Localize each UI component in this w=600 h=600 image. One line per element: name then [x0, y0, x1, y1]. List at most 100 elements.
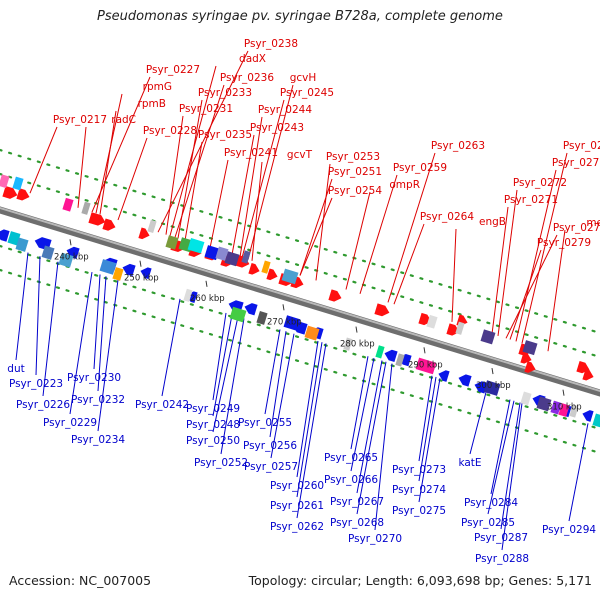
gene-label-reverse: Psyr_0229: [43, 417, 97, 429]
leader-line-reverse-20: [418, 376, 437, 482]
gene-label-forward: Psyr_0227: [146, 64, 200, 76]
gene-feature-reverse-5: [140, 267, 152, 280]
gene-feature-reverse-14: [438, 370, 450, 382]
gene-label-reverse: Psyr_0268: [330, 517, 384, 529]
gene-box-27: [395, 353, 405, 367]
leader-line-forward-18: [209, 159, 229, 249]
ruler-tick-mark: [355, 326, 358, 333]
gene-label-forward: engB: [479, 216, 506, 228]
ruler-tick-label: 300 kbp: [476, 381, 511, 391]
gene-label-forward: Psyr_0228: [143, 125, 197, 137]
leader-line-reverse-9: [264, 329, 281, 415]
leader-line-forward-4: [174, 84, 225, 238]
gene-label-reverse: Psyr_0250: [186, 435, 240, 447]
leader-line-reverse-14: [270, 333, 295, 459]
gene-label-forward: Psyr_0235: [198, 129, 252, 141]
leader-line-forward-27: [491, 206, 509, 335]
leader-line-forward-22: [359, 174, 398, 294]
gene-label-forward: gcvH: [290, 72, 317, 84]
gene-label-forward: ompR: [389, 179, 420, 191]
leader-line-reverse-15: [350, 356, 369, 450]
gene-feature-forward-20: [520, 351, 532, 364]
ruler-tick-mark: [205, 280, 208, 287]
gene-box-36: [550, 400, 562, 415]
leader-line-forward-25: [497, 189, 518, 336]
topology-text: Topology: circular; Length: 6,093,698 bp…: [248, 573, 592, 588]
leader-line-forward-0: [157, 50, 249, 233]
gene-feature-forward-11: [266, 268, 278, 281]
gene-box-34: [520, 391, 532, 406]
leader-line-forward-9: [165, 115, 184, 235]
leader-line-reverse-1: [35, 256, 41, 376]
gene-box-19: [112, 267, 124, 281]
leader-line-reverse-29: [374, 363, 393, 531]
leader-line-forward-32: [509, 249, 542, 340]
genome-backbone-highlight: [0, 206, 600, 393]
leader-line-forward-19: [251, 161, 263, 261]
gene-label-forward: Psyr_0241: [224, 147, 278, 159]
gene-label-reverse: Psyr_0274: [392, 484, 446, 496]
ruler-tick-mark: [562, 389, 565, 396]
gene-label-reverse: Psyr_0255: [238, 417, 292, 429]
track-guide-1: [0, 172, 600, 359]
leader-line-forward-29: [451, 228, 457, 322]
gene-box-23: [283, 315, 301, 331]
gene-label-forward: Psyr_0264: [420, 211, 474, 223]
gene-feature-forward-10: [248, 262, 260, 275]
gene-label-forward: gcvT: [287, 149, 313, 161]
gene-label-reverse: Psyr_0262: [270, 521, 324, 533]
gene-label-forward: Psyr_0236: [220, 72, 274, 84]
gene-feature-reverse-19: [582, 410, 594, 422]
gene-feature-reverse-2: [66, 246, 80, 260]
gene-label-forward: Psyr_0263: [431, 140, 485, 152]
gene-box-5: [165, 235, 179, 250]
leader-line-reverse-30: [500, 402, 521, 530]
leader-line-reverse-13: [220, 318, 245, 455]
leader-line-forward-30: [547, 229, 566, 352]
ruler-tick-mark: [491, 367, 494, 375]
leader-line-reverse-16: [418, 375, 433, 462]
ruler-tick-label: 310 kbp: [547, 403, 582, 413]
gene-label-forward: Psyr_0253: [326, 151, 380, 163]
gene-label-forward: Psyr_0244: [258, 104, 312, 116]
leader-line-forward-10: [239, 116, 263, 258]
gene-feature-forward-1: [16, 188, 30, 201]
leader-line-forward-13: [231, 134, 255, 255]
leader-line-reverse-0: [15, 252, 29, 361]
gene-label-reverse: Psyr_0232: [71, 394, 125, 406]
gene-label-forward: Psyr_0279: [537, 237, 591, 249]
gene-label-forward: Psyr_0231: [179, 103, 233, 115]
leader-line-reverse-4: [97, 276, 107, 392]
leader-line-forward-31: [505, 234, 558, 339]
track-guide-0: [0, 148, 600, 335]
leader-line-reverse-3: [42, 261, 59, 397]
gene-label-reverse: Psyr_0284: [464, 497, 518, 509]
gene-label-reverse: Psyr_0242: [135, 399, 189, 411]
gene-feature-forward-21: [524, 361, 536, 373]
gene-label-reverse: Psyr_0223: [9, 378, 63, 390]
gene-label-reverse: Psyr_0275: [392, 505, 446, 517]
leader-line-forward-14: [117, 137, 148, 221]
gene-box-2: [62, 197, 74, 212]
gene-label-forward: metN: [586, 217, 600, 229]
gene-label-reverse: Psyr_0256: [243, 440, 297, 452]
gene-label-forward: rpmB: [138, 98, 166, 110]
gene-box-4: [147, 219, 157, 233]
gene-label-forward: radC: [111, 114, 136, 126]
leader-line-reverse-8: [212, 314, 233, 417]
gene-label-reverse: Psyr_0267: [330, 496, 384, 508]
gene-label-reverse: dut: [7, 363, 24, 375]
gene-box-20: [183, 288, 193, 302]
gene-box-28: [415, 357, 437, 375]
gene-label-forward: Psyr_0243: [250, 122, 304, 134]
gene-label-forward: Psyr_0277: [552, 157, 600, 169]
gene-label-reverse: Psyr_0249: [186, 403, 240, 415]
gene-box-18: [99, 259, 117, 275]
gene-label-reverse: Psyr_0285: [461, 517, 515, 529]
gene-box-8: [204, 245, 220, 261]
gene-box-13: [281, 268, 299, 285]
gene-label-reverse: Psyr_0266: [324, 474, 378, 486]
gene-box-22: [256, 311, 268, 325]
gene-box-38: [569, 404, 579, 418]
gene-label-forward: Psyr_0245: [280, 87, 334, 99]
